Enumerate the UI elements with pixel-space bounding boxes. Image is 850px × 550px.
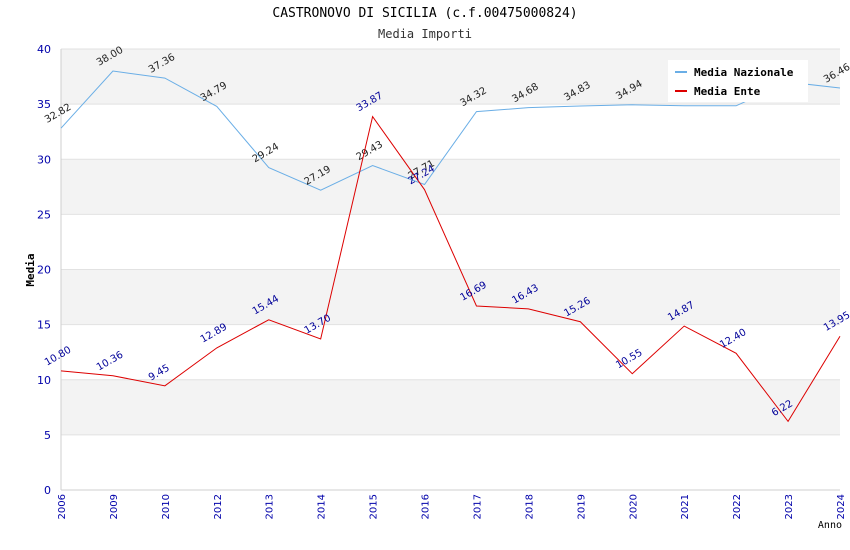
x-tick-label: 2019: [576, 494, 587, 519]
x-tick-label: 2009: [109, 494, 120, 519]
y-tick-label: 40: [37, 43, 51, 56]
x-tick-label: 2014: [317, 494, 328, 519]
chart-subtitle: Media Importi: [378, 27, 472, 41]
y-tick-label: 35: [37, 98, 51, 111]
grid-band: [61, 379, 840, 435]
data-label: 12.40: [718, 327, 748, 351]
grid-band: [61, 159, 840, 215]
y-tick-label: 0: [44, 484, 51, 497]
x-tick-label: 2016: [421, 494, 432, 519]
y-tick-label: 15: [37, 319, 51, 332]
y-tick-label: 20: [37, 264, 51, 277]
series-line-media-ente: [60, 115, 841, 423]
data-label: 10.36: [95, 350, 125, 374]
x-tick-label: 2023: [784, 494, 795, 519]
y-tick-label: 25: [37, 208, 51, 221]
x-tick-label: 2010: [161, 494, 172, 519]
legend-entry: Media Ente: [694, 85, 761, 98]
legend-entry: Media Nazionale: [694, 66, 794, 79]
grid-band: [61, 269, 840, 325]
x-tick-label: 2006: [57, 494, 68, 519]
x-tick-label: 2012: [213, 494, 224, 519]
chart-title: CASTRONOVO DI SICILIA (c.f.00475000824): [272, 6, 578, 21]
x-tick-label: 2022: [732, 494, 743, 519]
y-tick-label: 5: [44, 429, 51, 442]
x-tick-label: 2020: [628, 494, 639, 519]
series-line-media-nazionale: [60, 70, 841, 191]
x-axis-label: Anno: [818, 520, 842, 531]
x-tick-label: 2018: [524, 494, 535, 519]
y-tick-label: 10: [37, 374, 51, 387]
y-axis-label: Media: [24, 253, 37, 286]
data-label: 10.80: [43, 345, 73, 369]
x-tick-label: 2017: [472, 494, 483, 519]
data-label: 12.89: [199, 322, 229, 346]
data-label: 10.55: [614, 347, 644, 371]
x-tick-label: 2021: [680, 494, 691, 519]
x-tick-label: 2024: [836, 494, 847, 519]
x-tick-label: 2013: [265, 494, 276, 519]
x-tick-label: 2015: [369, 494, 380, 519]
y-tick-label: 30: [37, 153, 51, 166]
legend-box: [668, 60, 808, 102]
